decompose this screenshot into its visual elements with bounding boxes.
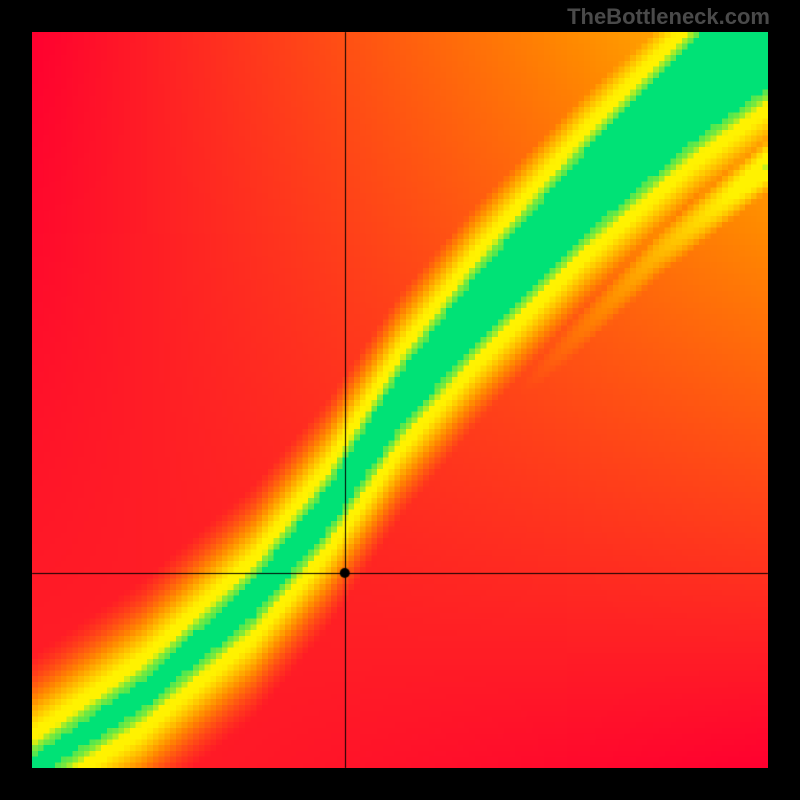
bottleneck-heatmap: [32, 32, 768, 768]
chart-container: { "watermark": { "text": "TheBottleneck.…: [0, 0, 800, 800]
watermark-text: TheBottleneck.com: [567, 4, 770, 30]
